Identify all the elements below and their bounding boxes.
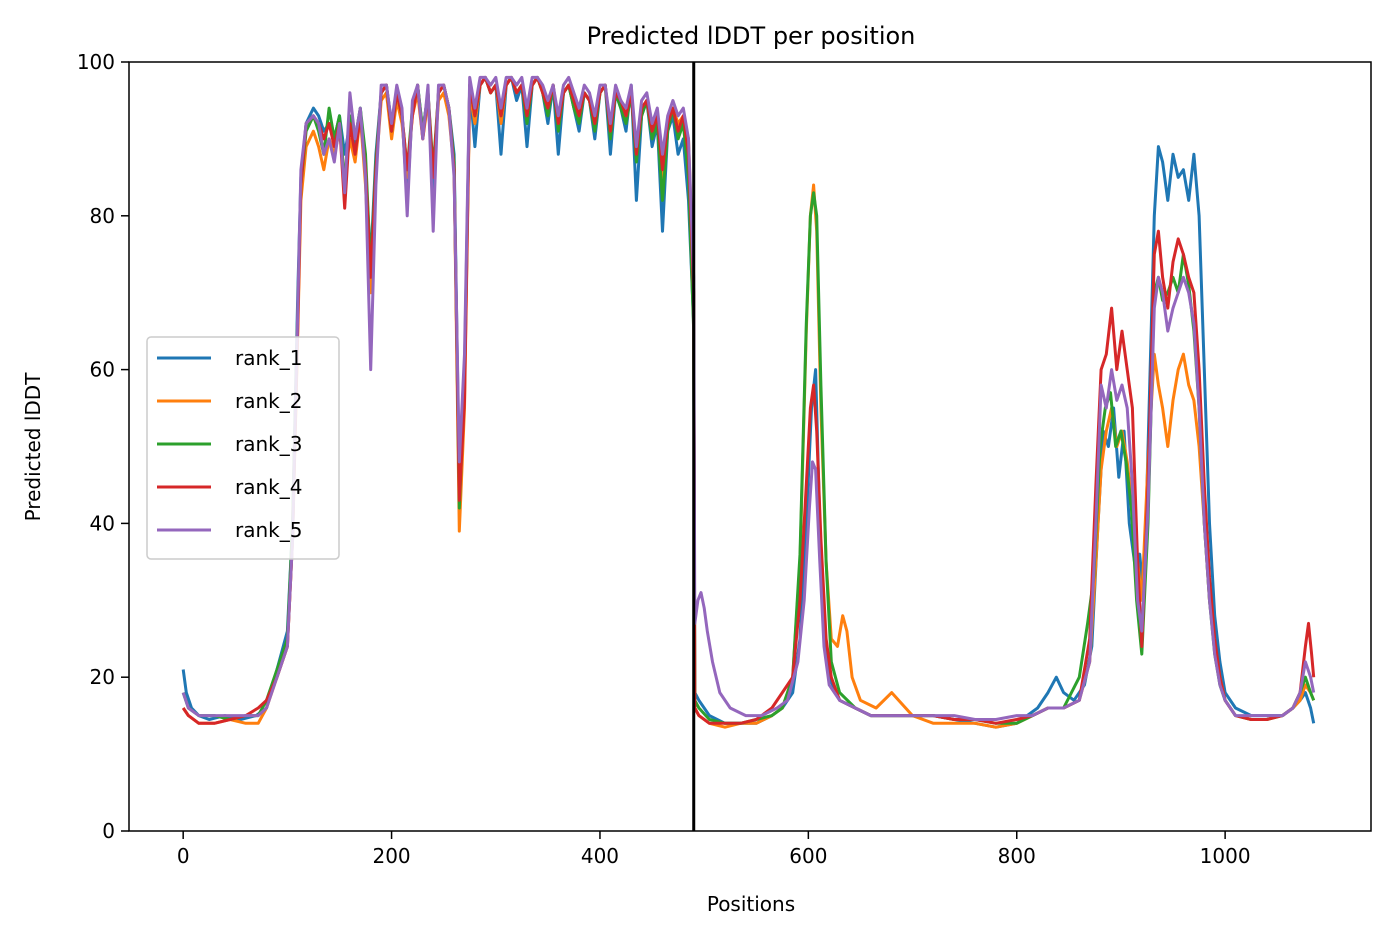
y-tick-label: 100 bbox=[77, 50, 115, 74]
legend-label-rank_3: rank_3 bbox=[235, 432, 302, 456]
x-tick-label: 200 bbox=[372, 844, 410, 868]
y-tick-label: 40 bbox=[90, 511, 115, 535]
legend-box bbox=[146, 336, 340, 560]
y-tick-label: 20 bbox=[90, 665, 115, 689]
legend-label-rank_1: rank_1 bbox=[235, 346, 302, 370]
legend-label-rank_2: rank_2 bbox=[235, 389, 302, 413]
legend-label-rank_4: rank_4 bbox=[235, 475, 302, 499]
x-axis: 0 200 400 600 800 1000 bbox=[177, 831, 1251, 868]
y-tick-label: 80 bbox=[90, 204, 115, 228]
x-tick-label: 0 bbox=[177, 844, 190, 868]
y-axis-label: Predicted lDDT bbox=[21, 372, 45, 522]
legend-label-rank_5: rank_5 bbox=[235, 518, 302, 542]
plot-area bbox=[128, 61, 1372, 832]
chart-title: Predicted lDDT per position bbox=[587, 22, 916, 50]
x-axis-label: Positions bbox=[707, 892, 795, 916]
series-line-rank_3 bbox=[181, 75, 1316, 725]
legend: rank_1 rank_2 rank_3 rank_4 rank_5 bbox=[146, 336, 340, 560]
x-tick-label: 600 bbox=[789, 844, 827, 868]
x-tick-label: 800 bbox=[998, 844, 1036, 868]
y-tick-label: 0 bbox=[102, 819, 115, 843]
x-tick-label: 400 bbox=[581, 844, 619, 868]
series-line-rank_5 bbox=[181, 75, 1316, 721]
y-tick-label: 60 bbox=[90, 358, 115, 382]
x-tick-label: 1000 bbox=[1200, 844, 1251, 868]
series-group bbox=[181, 75, 1316, 729]
plot-frame bbox=[128, 61, 1372, 832]
y-axis: 0 20 40 60 80 100 bbox=[77, 50, 129, 843]
